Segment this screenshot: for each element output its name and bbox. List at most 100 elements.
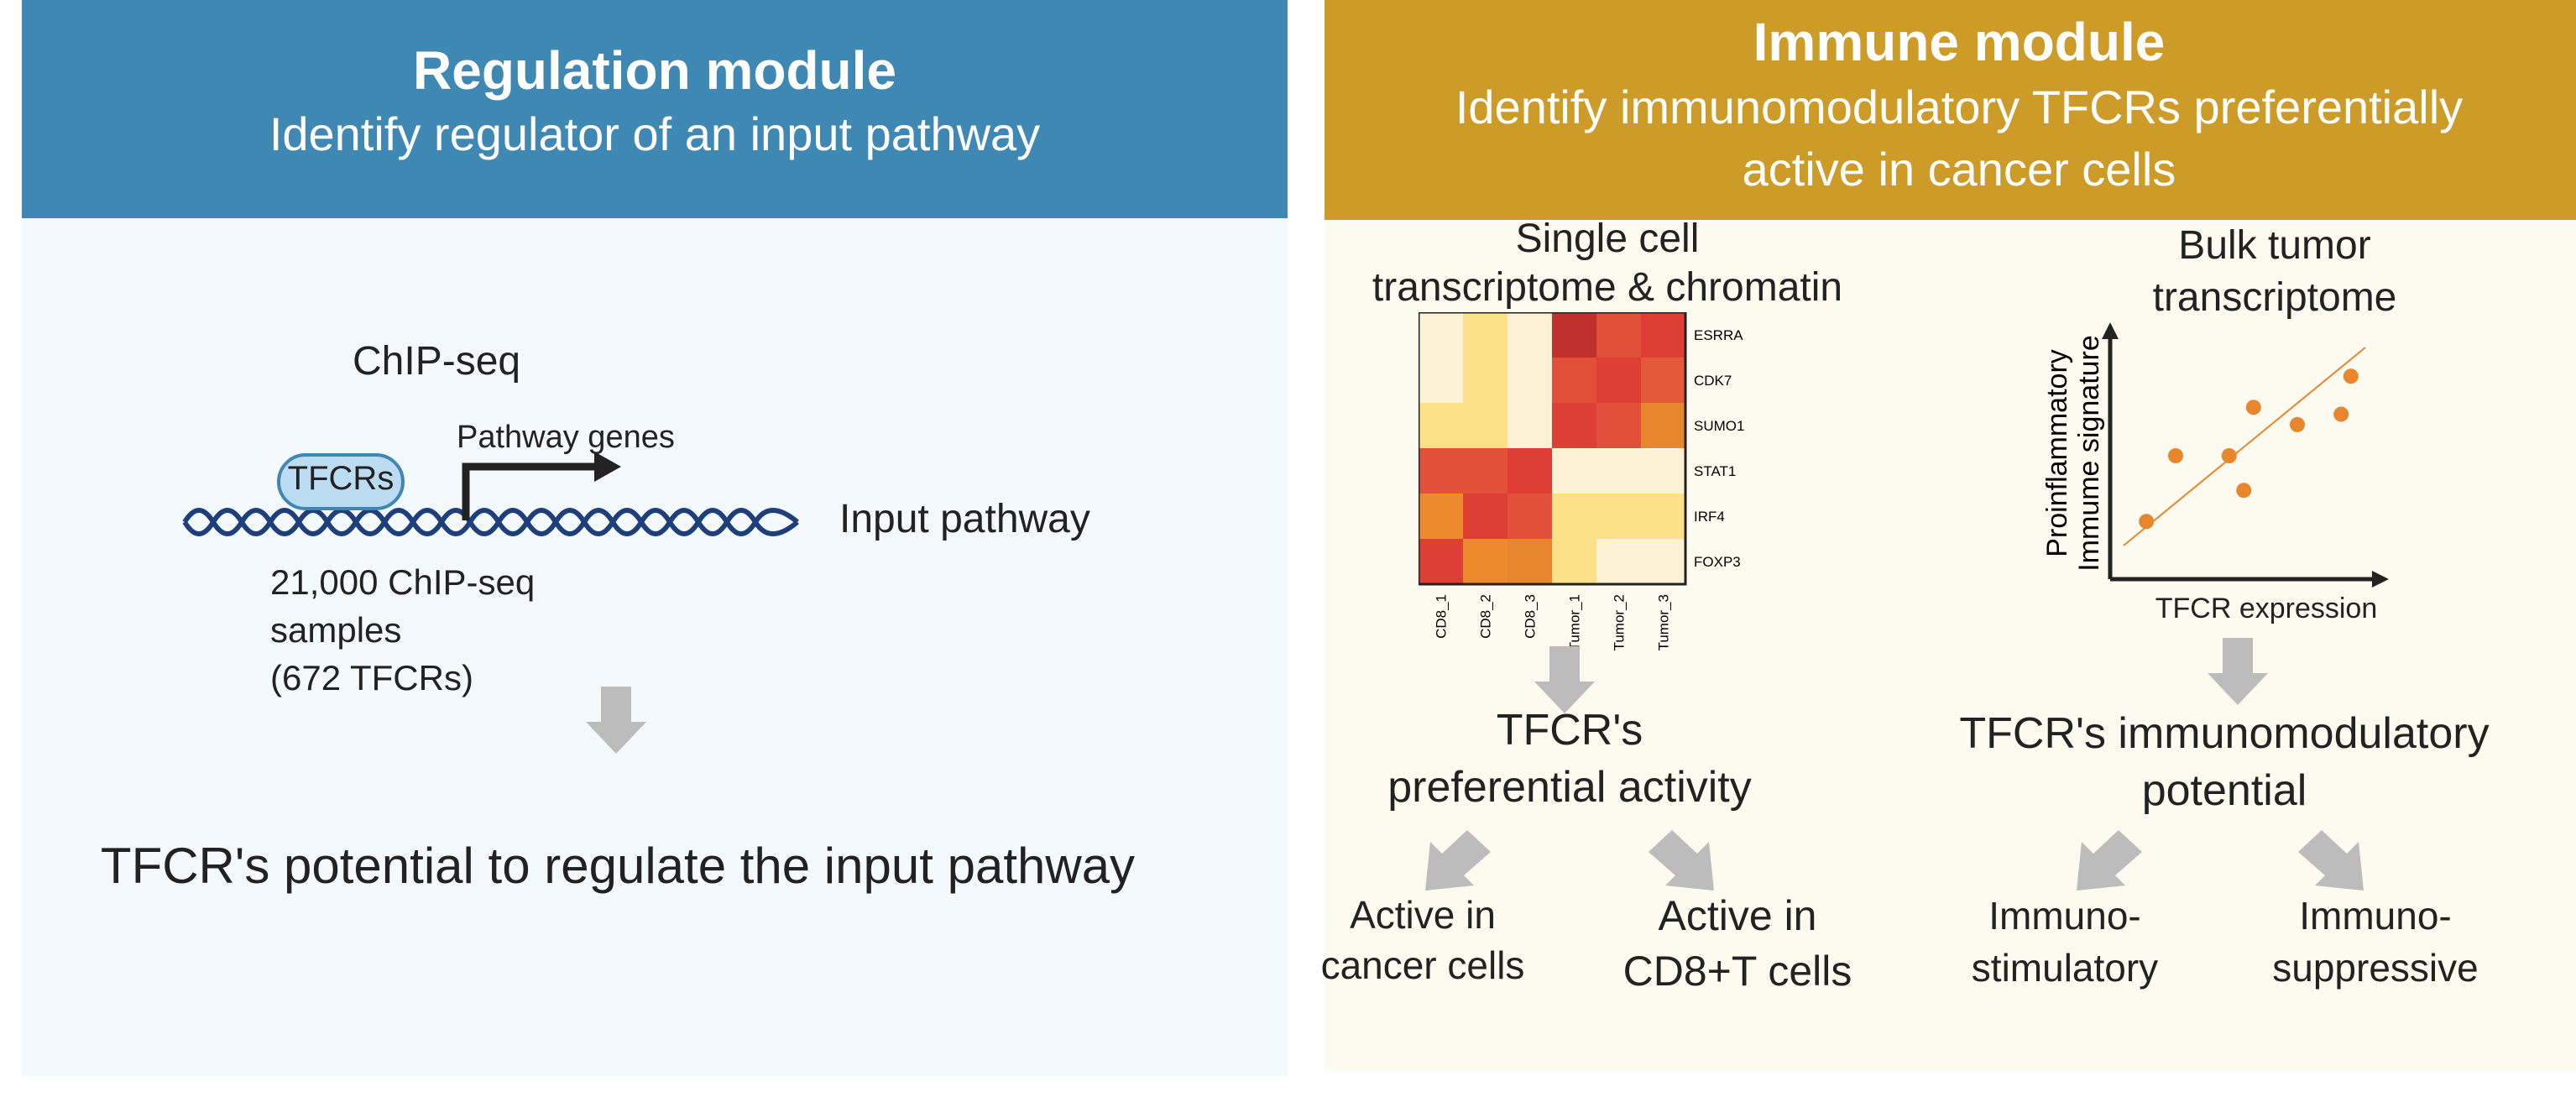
- heatmap-cell: [1463, 448, 1507, 494]
- down-left-arrow-icon: [2077, 830, 2142, 891]
- samples-line-2: samples: [270, 610, 402, 650]
- scatter-ylabel-1: Proinflammatory: [2041, 349, 2073, 557]
- bulk-line-1: Bulk tumor: [2178, 223, 2371, 268]
- heatmap-cell: [1552, 448, 1596, 494]
- heatmap-cell: [1552, 358, 1596, 403]
- active-cancer: Active in cancer cells: [1309, 890, 1536, 990]
- samples-line-3: (672 TFCRs): [270, 658, 473, 697]
- scatter-point: [2221, 448, 2237, 463]
- heatmap-cell: [1419, 358, 1463, 403]
- scatter-ylabel-2: Immume signature: [2073, 335, 2105, 572]
- heatmap-cell: [1552, 494, 1596, 539]
- heatmap-cell: [1463, 403, 1507, 448]
- supp-line-2: suppressive: [2272, 946, 2479, 990]
- chipseq-label: ChIP-seq: [353, 339, 521, 384]
- scatter-xlabel: TFCR expression: [2155, 593, 2378, 624]
- heatmap: ESRRA CDK7 SUMO1 STAT1 IRF4 FOXP3 CD8_1 CD8_2 C…: [1419, 312, 1744, 650]
- single-cell-heading: Single cell transcriptome & chromatin: [1360, 215, 1855, 312]
- scatter-point: [2343, 368, 2359, 384]
- active-cancer-line-2: cancer cells: [1320, 943, 1525, 987]
- single-cell-line-1: Single cell: [1515, 217, 1700, 261]
- down-left-arrow-icon: [1425, 830, 1491, 891]
- heatmap-cell: [1463, 358, 1507, 403]
- heatmap-col-label: CD8_1: [1434, 594, 1450, 639]
- heatmap-cell: [1463, 539, 1507, 584]
- regulation-result: TFCR's potential to regulate the input p…: [100, 838, 1136, 894]
- heatmap-cell: [1641, 358, 1685, 403]
- heatmap-col-label: CD8_3: [1523, 594, 1539, 639]
- regulation-subtitle: Identify regulator of an input pathway: [269, 107, 1041, 160]
- heatmap-cell: [1507, 539, 1552, 584]
- heatmap-cell: [1596, 448, 1641, 494]
- heatmap-row-label: ESRRA: [1694, 327, 1743, 343]
- bulk-line-2: transcriptome: [2152, 275, 2397, 320]
- scatter-point: [2139, 514, 2155, 530]
- immuno-line-2: potential: [2141, 766, 2307, 815]
- promoter-arrow-icon: [462, 452, 621, 520]
- scatter-axes: [2102, 322, 2389, 588]
- heatmap-cell: [1463, 494, 1507, 539]
- heatmap-cell: [1552, 539, 1596, 584]
- heatmap-row-label: SUMO1: [1694, 418, 1744, 434]
- heatmap-cell: [1507, 358, 1552, 403]
- heatmap-cell: [1419, 448, 1463, 494]
- heatmap-cell: [1641, 539, 1685, 584]
- heatmap-cell: [1507, 312, 1552, 358]
- active-cancer-line-1: Active in: [1350, 893, 1496, 937]
- scatter-plot: Proinflammatory Immume signature: [2041, 322, 2389, 588]
- heatmap-cell: [1419, 494, 1463, 539]
- down-arrow-icon: [586, 687, 646, 754]
- heatmap-row-label: STAT1: [1694, 463, 1736, 479]
- heatmap-cell: [1419, 403, 1463, 448]
- heatmap-col-label: Tumor_2: [1612, 594, 1628, 650]
- heatmap-cell: [1419, 312, 1463, 358]
- heatmap-cell: [1596, 358, 1641, 403]
- heatmap-row-label: FOXP3: [1694, 554, 1741, 570]
- heatmap-col-label: CD8_2: [1478, 594, 1494, 639]
- pref-line-1: TFCR's: [1496, 706, 1643, 755]
- chipseq-samples: 21,000 ChIP-seq samples (672 TFCRs): [270, 558, 535, 702]
- trend-line: [2123, 347, 2366, 546]
- down-arrow-icon: [1534, 646, 1595, 713]
- regulation-header: Regulation module Identify regulator of …: [22, 0, 1288, 218]
- down-right-arrow-icon: [2298, 830, 2364, 891]
- samples-line-1: 21,000 ChIP-seq: [270, 562, 536, 602]
- heatmap-col-label: Tumor_1: [1567, 594, 1583, 650]
- stim-line-2: stimulatory: [1971, 946, 2159, 990]
- heatmap-cell: [1596, 403, 1641, 448]
- heatmap-col-label: Tumor_3: [1656, 594, 1672, 650]
- immuno-stimulatory: Immuno- stimulatory: [1947, 890, 2182, 994]
- bulk-heading: Bulk tumor transcriptome: [2082, 220, 2468, 324]
- down-right-arrow-icon: [1649, 830, 1714, 891]
- scatter-point: [2333, 406, 2349, 422]
- heatmap-cell: [1507, 494, 1552, 539]
- single-cell-line-2: transcriptome & chromatin: [1372, 265, 1843, 310]
- heatmap-cell: [1507, 403, 1552, 448]
- heatmap-cell: [1419, 539, 1463, 584]
- heatmap-cell: [1552, 312, 1596, 358]
- input-pathway-label: Input pathway: [839, 497, 1090, 541]
- stim-line-1: Immuno-: [1988, 894, 2141, 938]
- dna-illustration: [182, 452, 799, 536]
- heatmap-cell: [1596, 494, 1641, 539]
- heatmap-cell: [1641, 403, 1685, 448]
- immuno-suppressive: Immuno- suppressive: [2249, 890, 2501, 994]
- scatter-point: [2168, 448, 2183, 463]
- supp-line-1: Immuno-: [2299, 894, 2452, 938]
- heatmap-cell: [1641, 312, 1685, 358]
- heatmap-row-label: IRF4: [1694, 509, 1725, 525]
- tfcrs-label: TFCRs: [287, 460, 394, 497]
- active-cd8-line-2: CD8+T cells: [1622, 948, 1852, 995]
- tfcr-blob: [277, 453, 405, 510]
- active-cd8-line-1: Active in: [1658, 892, 1817, 939]
- pref-line-2: preferential activity: [1387, 763, 1752, 812]
- active-cd8: Active in CD8+T cells: [1612, 888, 1863, 999]
- immune-title: Immune module: [1753, 12, 2166, 72]
- scatter-point: [2236, 483, 2252, 499]
- down-arrow-icon: [2208, 638, 2268, 705]
- heatmap-cell: [1507, 448, 1552, 494]
- heatmap-cell: [1641, 448, 1685, 494]
- immune-subtitle-2: active in cancer cells: [1742, 142, 2176, 196]
- heatmap-border: [1419, 312, 1687, 586]
- heatmap-row-label: CDK7: [1694, 373, 1732, 389]
